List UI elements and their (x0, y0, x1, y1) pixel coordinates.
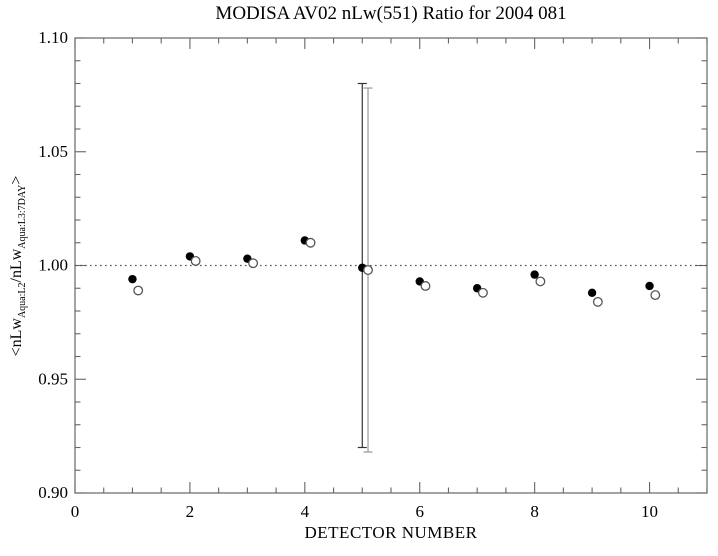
x-tick-label: 0 (71, 502, 80, 521)
data-point-open (190, 256, 201, 266)
data-point-open (477, 287, 488, 298)
y-tick-label: 0.95 (38, 369, 68, 388)
data-point-filled (587, 288, 597, 297)
y-tick-label: 0.90 (38, 483, 68, 502)
y-tick-labels: 0.90 0.95 1.00 1.05 1.10 (38, 28, 68, 502)
axis-ticks (74, 37, 708, 494)
x-tick-label: 10 (641, 502, 658, 521)
series-open-circle (133, 237, 661, 307)
x-tick-label: 4 (301, 502, 310, 521)
data-point-open (420, 281, 431, 291)
y-tick-label: 1.05 (38, 142, 68, 161)
series-filled-circle (128, 236, 654, 297)
x-tick-label: 6 (415, 502, 424, 521)
data-point-open (592, 296, 603, 307)
data-point-filled (530, 270, 539, 279)
x-tick-label: 2 (186, 502, 195, 521)
data-point-open (650, 290, 661, 301)
y-tick-label: 1.10 (38, 28, 68, 47)
data-point-open (133, 285, 144, 296)
y-tick-label: 1.00 (38, 256, 68, 275)
data-point-open (248, 258, 259, 269)
data-point-open (535, 276, 546, 287)
data-point-filled (645, 281, 654, 291)
data-point-open (363, 265, 373, 276)
x-axis-label: DETECTOR NUMBER (304, 523, 478, 542)
x-tick-labels: 0 2 4 6 8 10 (71, 502, 658, 521)
chart-title: MODISA AV02 nLw(551) Ratio for 2004 081 (215, 3, 567, 24)
x-tick-label: 8 (530, 502, 539, 521)
data-point-filled (128, 274, 137, 284)
data-point-open (305, 237, 316, 248)
